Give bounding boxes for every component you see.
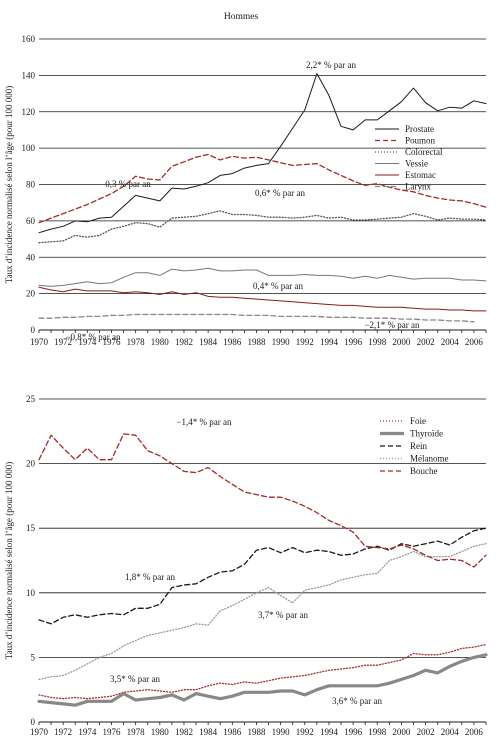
panel1-annotation-5: −0,8* % par an: [65, 332, 121, 342]
panel1-x-tick-label-1984: 1984: [199, 337, 218, 347]
panel1-x-tick-label-1994: 1994: [320, 337, 339, 347]
panel2-x-tick-label-2006: 2006: [465, 727, 484, 737]
panel1-y-tick-label-120: 120: [22, 107, 36, 117]
panel1-x-tick-label-1970: 1970: [30, 337, 49, 347]
panel1-series-line-larynx: [38, 313, 475, 323]
panel1-series-line-poumon: [38, 153, 487, 224]
panel2-legend-label-melanome: Mélanome: [410, 454, 449, 464]
panel1-x-tick-label-1998: 1998: [368, 337, 387, 347]
panel2-x-tick-label-1974: 1974: [78, 727, 97, 737]
panel1-annotation-1: 2,2* % par an: [306, 60, 356, 70]
panel1-x-tick-label-1972: 1972: [54, 337, 72, 347]
panel1-legend-label-prostate: Prostate: [405, 124, 434, 134]
panel2-y-tick-label-5: 5: [31, 652, 36, 662]
panel1-legend-label-estomac: Estomac: [405, 170, 436, 180]
panel2-legend-label-thyroide: Thyroïde: [410, 429, 443, 439]
panel2-x-tick-label-1970: 1970: [30, 727, 49, 737]
panel2-x-tick-label-1976: 1976: [102, 727, 121, 737]
panel1-x-tick-label-1992: 1992: [296, 337, 314, 347]
panel2-x-tick-label-1986: 1986: [223, 727, 242, 737]
panel1-x-tick-label-1990: 1990: [272, 337, 291, 347]
panel1-y-tick-label-140: 140: [22, 70, 36, 80]
panel2-x-tick-label-1994: 1994: [320, 727, 339, 737]
panel2-legend-label-bouche: Bouche: [410, 466, 438, 476]
panel2-x-tick-label-2000: 2000: [392, 727, 411, 737]
panel1-annotation-2: 0,3 % par an: [105, 179, 151, 189]
panel2-series-line-melanome: [38, 543, 487, 681]
panel2-x-tick-label-1980: 1980: [151, 727, 170, 737]
panel1-x-tick-label-2006: 2006: [465, 337, 484, 347]
panel2-y-tick-label-25: 25: [26, 394, 36, 404]
panel1-legend-label-poumon: Poumon: [405, 136, 436, 146]
panel1-y-tick-label-100: 100: [22, 143, 36, 153]
panel1-y-tick-label-40: 40: [26, 252, 36, 262]
panel2-annotation-5: 3,6* % par an: [332, 696, 382, 706]
panel1-x-tick-label-2002: 2002: [417, 337, 435, 347]
panel2-y-axis-title: Taux d’incidence normalisé selon l’âge (…: [4, 462, 14, 660]
panel1-y-axis-title: Taux d’incidence normalisé selon l’âge (…: [4, 86, 14, 284]
panel2-annotation-4: 3,5* % par an: [110, 674, 160, 684]
panel2-annotation-2: 1,8* % par an: [125, 572, 175, 582]
panel2-series-line-thyroide: [37, 653, 488, 707]
panel1-x-tick-label-1996: 1996: [344, 337, 363, 347]
panel1-legend-label-larynx: Larynx: [405, 182, 431, 192]
panel1-x-tick-label-1980: 1980: [151, 337, 170, 347]
panel1-x-tick-label-1986: 1986: [223, 337, 242, 347]
panel2-series-line-bouche: [38, 433, 487, 568]
panel1-series-line-estomac: [38, 286, 487, 312]
panel2-series-line-foie: [38, 643, 487, 700]
panel2-y-tick-label-0: 0: [31, 717, 36, 727]
panel2-x-tick-label-1978: 1978: [127, 727, 146, 737]
panel2-x-tick-label-1990: 1990: [272, 727, 291, 737]
panel2-legend-label-foie: Foie: [410, 416, 426, 426]
panel1-legend-label-vessie: Vessie: [405, 159, 428, 169]
panel2-x-tick-label-1992: 1992: [296, 727, 314, 737]
panel2-legend-label-rein: Rein: [410, 441, 427, 451]
panel2-x-tick-label-1982: 1982: [175, 727, 193, 737]
panel2-y-tick-label-15: 15: [26, 523, 36, 533]
panel1-y-tick-label-0: 0: [31, 325, 36, 335]
panel2-x-tick-label-1988: 1988: [247, 727, 266, 737]
panel1-series-line-prostate: [38, 73, 487, 234]
panel1-y-tick-label-20: 20: [26, 289, 36, 299]
panel2-annotation-1: −1,4* % par an: [176, 417, 232, 427]
panel1-y-tick-label-60: 60: [26, 216, 36, 226]
panel1-x-tick-label-1974: 1974: [78, 337, 97, 347]
panel1-series-line-colorectal: [38, 210, 487, 244]
panel1-x-tick-label-1982: 1982: [175, 337, 193, 347]
panel1-x-tick-label-2004: 2004: [441, 337, 460, 347]
panel2-y-tick-label-10: 10: [26, 588, 36, 598]
panel2-x-tick-label-1984: 1984: [199, 727, 218, 737]
panel2-x-tick-label-2004: 2004: [441, 727, 460, 737]
panel1-annotation-3: 0,6* % par an: [255, 188, 305, 198]
panel2-series-line-rein: [38, 527, 487, 625]
chart-title: Hommes: [224, 12, 259, 22]
panel1-x-tick-label-1988: 1988: [247, 337, 266, 347]
panel1-x-tick-label-2000: 2000: [392, 337, 411, 347]
panel2-y-tick-label-20: 20: [26, 459, 36, 469]
panel2-x-tick-label-1972: 1972: [54, 727, 72, 737]
panel1-legend-label-colorectal: Colorectal: [405, 147, 443, 157]
panel1-x-tick-label-1978: 1978: [127, 337, 146, 347]
panel1-series-line-vessie: [38, 267, 487, 287]
panel2-x-tick-label-2002: 2002: [417, 727, 435, 737]
panel1-annotation-4: 0,4* % par an: [253, 281, 303, 291]
panel1-y-tick-label-80: 80: [26, 180, 36, 190]
panel1-x-tick-label-1976: 1976: [102, 337, 121, 347]
panel2-annotation-3: 3,7* % par an: [258, 610, 308, 620]
panel2-x-tick-label-1998: 1998: [368, 727, 387, 737]
panel1-annotation-6: −2,1* % par an: [364, 320, 420, 330]
panel1-y-tick-label-160: 160: [22, 34, 36, 44]
panel2-x-tick-label-1996: 1996: [344, 727, 363, 737]
